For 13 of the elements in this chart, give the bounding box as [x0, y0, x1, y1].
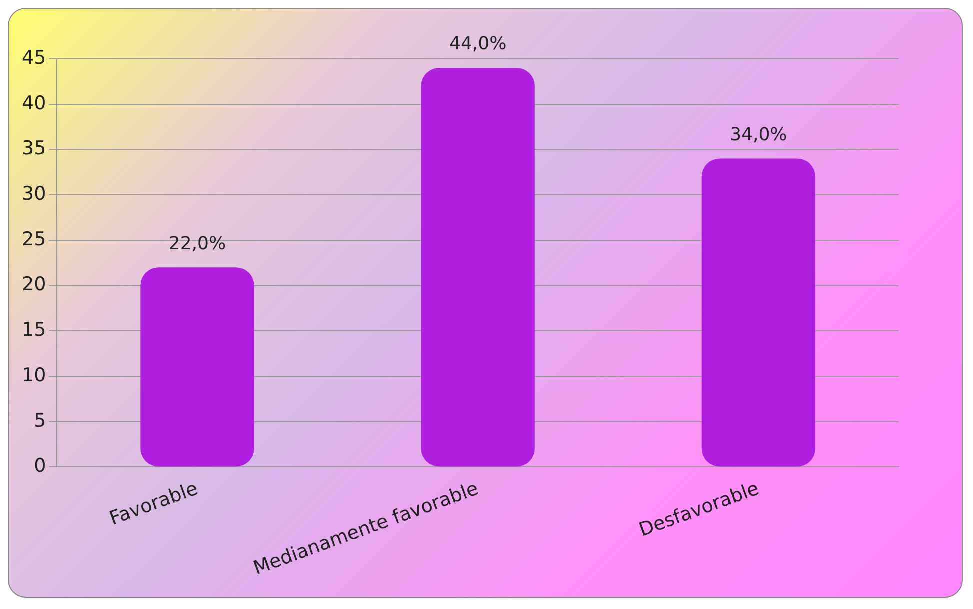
y-tick-label: 25 [22, 228, 46, 250]
data-label: 44,0% [449, 34, 507, 55]
y-tick-label: 5 [34, 410, 46, 432]
y-tick-label: 45 [22, 46, 46, 69]
y-tick-label: 35 [22, 138, 46, 160]
y-tick-label: 0 [34, 455, 46, 478]
y-tick-label: 10 [22, 364, 46, 386]
y-tick-label: 30 [22, 183, 46, 206]
y-tick-label: 15 [22, 319, 46, 342]
y-tick-label: 40 [22, 92, 46, 114]
y-tick-label: 20 [22, 274, 46, 296]
data-label: 22,0% [168, 233, 226, 254]
data-label: 34,0% [730, 124, 788, 146]
